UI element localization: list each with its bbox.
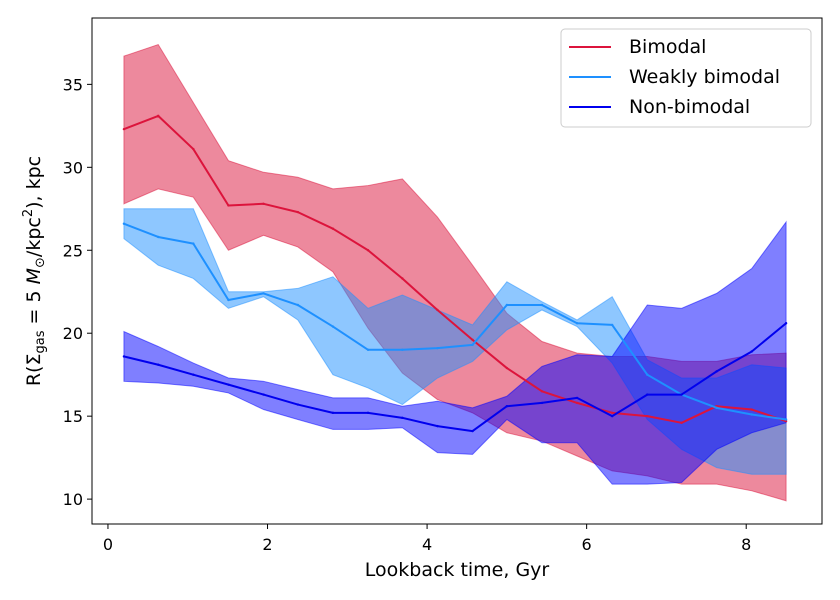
line-non-bimodal <box>123 322 787 433</box>
point-non-bimodal <box>296 403 300 406</box>
point-non-bimodal <box>575 396 579 400</box>
y-tick-label: 20 <box>63 324 83 343</box>
point-non-bimodal <box>680 393 683 396</box>
point-non-bimodal <box>157 363 160 366</box>
point-non-bimodal <box>715 370 718 373</box>
y-tick-label: 35 <box>63 75 83 94</box>
point-non-bimodal <box>750 350 753 353</box>
x-tick-label: 2 <box>262 535 272 554</box>
ylabel-unit-subscript: ⊙ <box>33 257 48 268</box>
ylabel-subscript: gas <box>33 330 48 353</box>
point-weakly-bimodal <box>540 303 544 307</box>
point-weakly-bimodal <box>505 303 509 307</box>
point-non-bimodal <box>262 393 265 396</box>
point-bimodal <box>262 202 265 206</box>
point-bimodal <box>192 147 195 151</box>
point-non-bimodal <box>784 322 788 325</box>
y-tick-label: 30 <box>63 158 83 177</box>
x-axis-ticks: 0 2 4 6 8 <box>103 524 751 554</box>
point-weakly-bimodal <box>366 348 370 352</box>
point-weakly-bimodal <box>471 343 474 347</box>
point-weakly-bimodal <box>610 323 614 327</box>
confidence-bands <box>123 43 787 502</box>
point-weakly-bimodal <box>262 292 265 295</box>
point-weakly-bimodal <box>192 242 195 245</box>
point-bimodal <box>401 277 404 280</box>
line-bimodal <box>123 114 787 424</box>
point-weakly-bimodal <box>436 346 439 350</box>
legend: Bimodal Weakly bimodal Non-bimodal <box>560 28 812 128</box>
point-weakly-bimodal <box>575 322 579 325</box>
point-weakly-bimodal <box>750 413 753 416</box>
point-bimodal <box>540 390 544 393</box>
point-bimodal <box>750 408 753 411</box>
point-bimodal <box>575 401 579 405</box>
series-non-bimodal <box>122 322 788 433</box>
point-bimodal <box>646 414 649 418</box>
point-weakly-bimodal <box>296 303 300 307</box>
legend-label-weakly-bimodal: Weakly bimodal <box>629 66 780 88</box>
plot-frame <box>91 17 823 525</box>
point-non-bimodal <box>505 405 509 408</box>
point-weakly-bimodal <box>227 298 230 302</box>
point-bimodal <box>436 308 439 312</box>
x-tick-label: 6 <box>582 535 592 554</box>
legend-label-non-bimodal: Non-bimodal <box>629 96 750 118</box>
x-axis-label: Lookback time, Gyr <box>365 559 550 581</box>
line-weakly-bimodal <box>123 222 787 421</box>
point-weakly-bimodal <box>331 325 335 328</box>
point-non-bimodal <box>331 411 335 415</box>
point-non-bimodal <box>436 424 439 428</box>
ylabel-unit-symbol: M <box>23 268 45 284</box>
point-weakly-bimodal <box>401 348 404 352</box>
point-bimodal <box>505 366 509 370</box>
point-non-bimodal <box>610 414 614 418</box>
y-axis-label: R(Σgas = 5 M⊙/kpc2), kpc <box>21 156 48 386</box>
legend-box <box>560 28 812 128</box>
y-tick-label: 25 <box>63 241 83 260</box>
point-weakly-bimodal <box>157 235 160 239</box>
point-non-bimodal <box>192 373 195 376</box>
band-non-bimodal <box>123 220 787 485</box>
point-bimodal <box>227 204 230 207</box>
legend-label-bimodal: Bimodal <box>629 36 706 58</box>
point-bimodal <box>471 338 474 342</box>
point-non-bimodal <box>471 429 474 433</box>
series-lines <box>122 114 788 433</box>
point-bimodal <box>331 227 335 230</box>
point-non-bimodal <box>540 401 544 405</box>
point-bimodal <box>610 411 614 415</box>
y-tick-label: 10 <box>63 490 83 509</box>
ylabel-middle: = 5 <box>23 284 45 330</box>
ylabel-prefix: R(Σ <box>23 354 45 387</box>
point-weakly-bimodal <box>646 373 649 376</box>
point-bimodal <box>122 127 126 131</box>
point-non-bimodal <box>401 416 404 420</box>
point-bimodal <box>296 210 300 214</box>
point-non-bimodal <box>366 411 370 415</box>
point-bimodal <box>157 114 160 118</box>
x-tick-label: 4 <box>422 535 432 554</box>
x-tick-label: 0 <box>103 535 113 554</box>
ylabel-suffix: ), kpc <box>23 156 45 209</box>
point-bimodal <box>784 419 788 423</box>
point-weakly-bimodal <box>122 222 126 225</box>
point-non-bimodal <box>227 383 230 386</box>
ylabel-unit-tail: /kpc <box>23 217 45 257</box>
point-non-bimodal <box>646 393 649 396</box>
band-weakly-bimodal <box>123 208 787 475</box>
y-tick-label: 15 <box>63 407 83 426</box>
point-bimodal <box>680 421 683 424</box>
point-weakly-bimodal <box>715 406 718 410</box>
x-tick-label: 8 <box>741 535 751 554</box>
point-weakly-bimodal <box>784 418 788 421</box>
point-non-bimodal <box>122 355 126 358</box>
point-bimodal <box>366 249 370 252</box>
y-axis-ticks: 10 15 20 25 30 35 <box>63 75 92 509</box>
ylabel-superscript: 2 <box>21 209 36 217</box>
